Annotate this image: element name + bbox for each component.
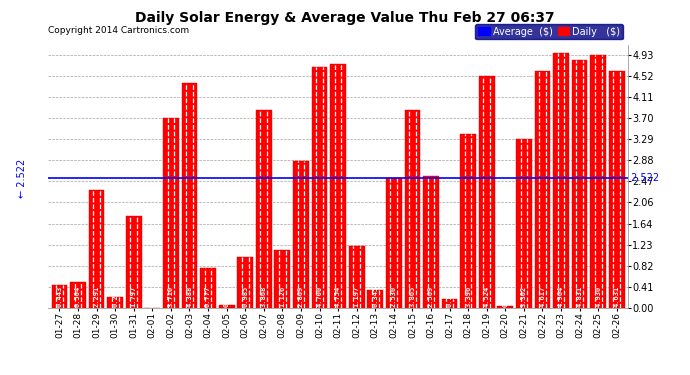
Text: 3.865: 3.865 [409,286,415,307]
Text: 3.710: 3.710 [168,286,174,307]
Bar [70,282,86,308]
Text: 4.524: 4.524 [484,286,490,307]
Text: 0.212: 0.212 [112,286,118,307]
Bar [107,297,123,307]
Bar [331,64,346,308]
Bar [479,76,495,308]
Text: 2.291: 2.291 [94,286,99,307]
Text: 1.797: 1.797 [130,286,137,307]
Bar [609,70,624,308]
Text: 1.126: 1.126 [279,286,286,307]
Text: 0.504: 0.504 [75,286,81,307]
Text: 4.930: 4.930 [595,286,601,307]
Legend: Average  ($), Daily   ($): Average ($), Daily ($) [475,24,623,39]
Text: 3.302: 3.302 [521,286,527,307]
Text: 4.617: 4.617 [540,286,546,307]
Text: 0.443: 0.443 [57,286,63,307]
Bar [89,190,104,308]
Text: 0.777: 0.777 [205,286,211,307]
Bar [386,178,402,308]
Text: 4.754: 4.754 [335,286,341,307]
Bar [219,305,235,308]
Text: Daily Solar Energy & Average Value Thu Feb 27 06:37: Daily Solar Energy & Average Value Thu F… [135,11,555,25]
Text: 2.530: 2.530 [391,286,397,307]
Bar [275,250,290,308]
Bar [460,134,476,308]
Bar [590,55,606,308]
Bar [404,110,420,308]
Bar [367,290,383,308]
Bar [163,118,179,308]
Bar [52,285,68,308]
Text: 1.197: 1.197 [354,286,359,307]
Text: 0.028: 0.028 [502,286,509,307]
Text: 2.869: 2.869 [298,286,304,307]
Text: 3.396: 3.396 [465,286,471,307]
Bar [126,216,141,308]
Text: 4.964: 4.964 [558,286,564,307]
Text: 0.985: 0.985 [242,286,248,307]
Bar [312,67,328,308]
Bar [535,71,551,308]
Text: 3.868: 3.868 [261,286,267,307]
Bar [181,83,197,308]
Bar [237,257,253,307]
Text: 4.700: 4.700 [317,286,322,307]
Bar [442,299,457,307]
Text: 4.831: 4.831 [577,286,582,307]
Text: ← 2.522: ← 2.522 [17,159,27,198]
Bar [348,246,364,308]
Text: Copyright 2014 Cartronics.com: Copyright 2014 Cartronics.com [48,26,190,34]
Text: 4.388: 4.388 [186,286,193,307]
Bar [200,268,216,308]
Text: 4.631: 4.631 [613,286,620,307]
Bar [572,60,587,308]
Bar [516,138,532,308]
Text: 2.522: 2.522 [628,174,659,183]
Text: 2.569: 2.569 [428,286,434,307]
Text: 0.000: 0.000 [149,286,155,307]
Text: 0.164: 0.164 [446,286,453,307]
Bar [256,110,272,308]
Text: 0.345: 0.345 [372,286,378,307]
Text: 0.045: 0.045 [224,286,230,307]
Bar [423,176,439,308]
Bar [553,54,569,307]
Bar [293,161,309,308]
Bar [497,306,513,308]
